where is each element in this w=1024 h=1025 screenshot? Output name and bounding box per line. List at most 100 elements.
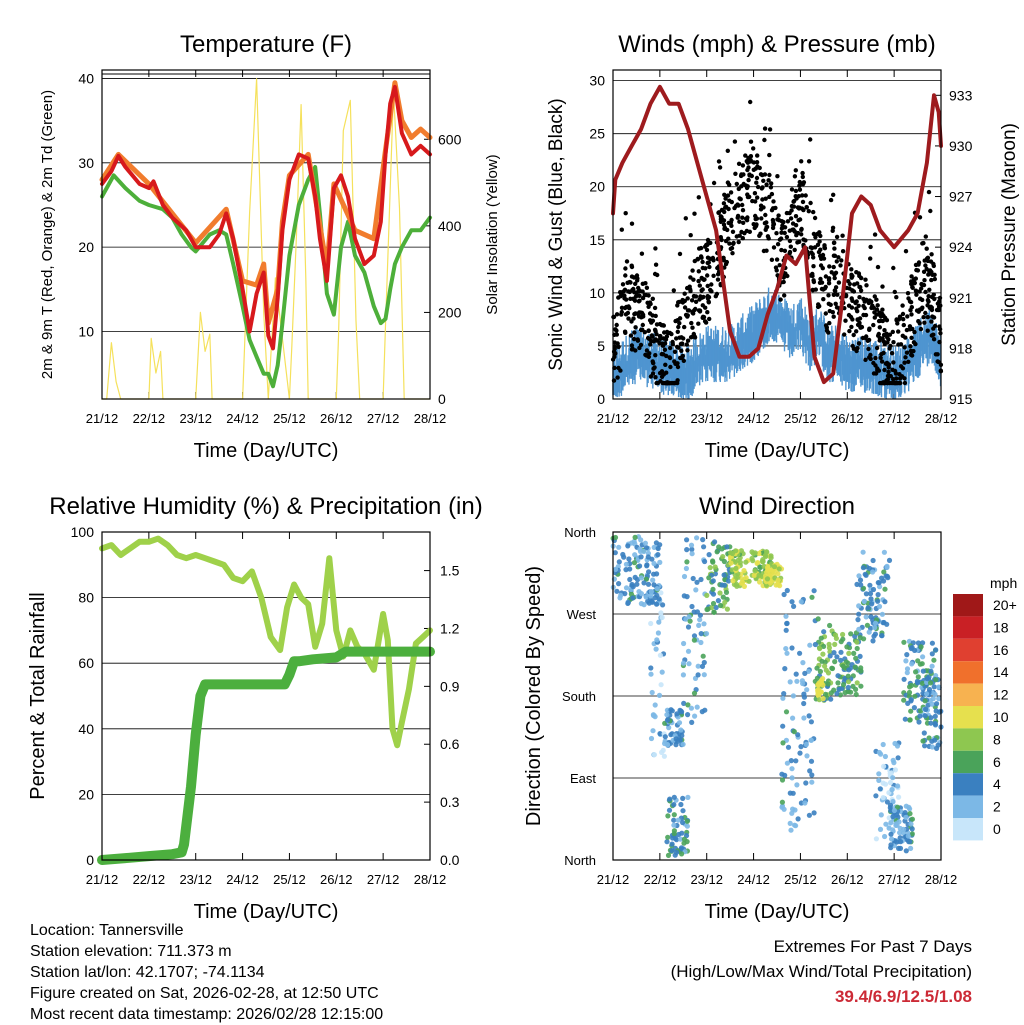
gust-point <box>776 213 781 218</box>
gust-point <box>920 297 925 303</box>
gust-point <box>650 296 655 301</box>
station-info: Location: Tannersville Station elevation… <box>30 920 383 1025</box>
gust-point <box>768 185 774 190</box>
gust-point <box>797 183 802 188</box>
gust-point <box>889 351 895 356</box>
direction-point <box>653 601 660 607</box>
gust-point <box>622 305 628 311</box>
direction-point <box>802 670 808 677</box>
direction-point <box>701 621 707 627</box>
gust-point <box>700 315 705 320</box>
temperature-xtick-label: 28/12 <box>414 411 447 426</box>
direction-point <box>850 683 856 690</box>
direction-point <box>686 614 692 620</box>
direction-point <box>838 657 844 663</box>
gust-point <box>678 355 683 361</box>
gust-point <box>856 303 861 308</box>
direction-point <box>846 650 852 657</box>
gust-point <box>732 205 737 211</box>
direction-point <box>780 723 786 729</box>
direction-point <box>809 779 815 785</box>
direction-point <box>638 591 645 597</box>
gust-point <box>763 196 768 201</box>
direction-point <box>711 609 717 615</box>
direction-point <box>801 715 807 721</box>
gust-point <box>800 193 805 198</box>
direction-point <box>701 672 707 678</box>
gust-point <box>867 298 872 303</box>
direction-point <box>929 663 935 669</box>
gust-point <box>753 166 758 171</box>
direction-point <box>856 603 862 609</box>
direction-point <box>616 559 622 565</box>
gust-point <box>759 216 764 221</box>
direction-point <box>650 577 656 583</box>
gust-point <box>615 375 620 380</box>
gust-point <box>901 317 906 322</box>
direction-point <box>652 714 658 720</box>
gust-point <box>858 284 863 290</box>
direction-point <box>920 668 926 674</box>
gust-point <box>863 312 869 318</box>
pressure-line <box>611 84 943 385</box>
gust-point <box>826 281 832 286</box>
direction-point <box>757 579 763 585</box>
gust-point <box>903 355 908 360</box>
extremes-summary: Extremes For Past 7 Days (High/Low/Max W… <box>671 934 972 1009</box>
direction-point <box>641 580 647 586</box>
gust-point <box>646 328 651 334</box>
gust-point <box>874 297 879 302</box>
direction-point <box>854 639 860 645</box>
gust-point <box>693 299 699 304</box>
direction-point <box>890 814 896 820</box>
direction-point <box>638 554 644 560</box>
direction-point <box>691 690 698 696</box>
gust-point <box>752 225 757 231</box>
direction-point <box>789 645 795 651</box>
gust-point <box>681 358 686 363</box>
gust-point <box>711 180 717 186</box>
gust-point <box>878 314 884 319</box>
direction-point <box>698 576 704 583</box>
direction-point <box>681 700 687 707</box>
direction-point <box>628 591 635 597</box>
gust-point <box>875 264 881 270</box>
direction-point <box>875 592 881 598</box>
gust-point <box>681 336 686 341</box>
direction-point <box>750 550 757 557</box>
gust-point <box>705 310 710 315</box>
direction-point <box>854 581 860 588</box>
wind-ytick-label: 15 <box>589 232 605 248</box>
direction-point <box>932 691 938 697</box>
temperature-xtick-label: 22/12 <box>133 411 166 426</box>
legend-label: 6 <box>993 754 1001 770</box>
temp-y2tick-label: 200 <box>438 304 462 320</box>
winds-y2label: Station Pressure (Maroon) <box>999 123 1020 346</box>
gust-point <box>675 344 680 350</box>
humidity-ylabel: Percent & Total Rainfall <box>27 592 49 800</box>
direction-point <box>689 719 695 726</box>
direction-point <box>831 687 837 693</box>
direction-xlabel: Time (Day/UTC) <box>705 901 850 923</box>
gust-point <box>826 293 831 298</box>
direction-point <box>821 629 827 635</box>
direction-point <box>721 572 727 578</box>
gust-point <box>637 345 642 351</box>
gust-point <box>769 208 775 213</box>
direction-point <box>880 741 886 748</box>
gust-point <box>677 251 683 257</box>
legend-label: 18 <box>993 619 1009 635</box>
gust-point <box>810 271 815 277</box>
gust-point <box>830 225 836 230</box>
direction-point <box>877 786 883 792</box>
gust-point <box>628 333 634 338</box>
direction-point <box>634 581 640 587</box>
direction-point <box>648 593 654 599</box>
direction-point <box>671 802 677 808</box>
direction-point <box>914 680 921 686</box>
direction-point <box>655 552 661 558</box>
gust-point <box>728 246 733 251</box>
gust-point <box>748 99 753 105</box>
direction-point <box>694 579 700 585</box>
gust-point <box>646 354 652 359</box>
